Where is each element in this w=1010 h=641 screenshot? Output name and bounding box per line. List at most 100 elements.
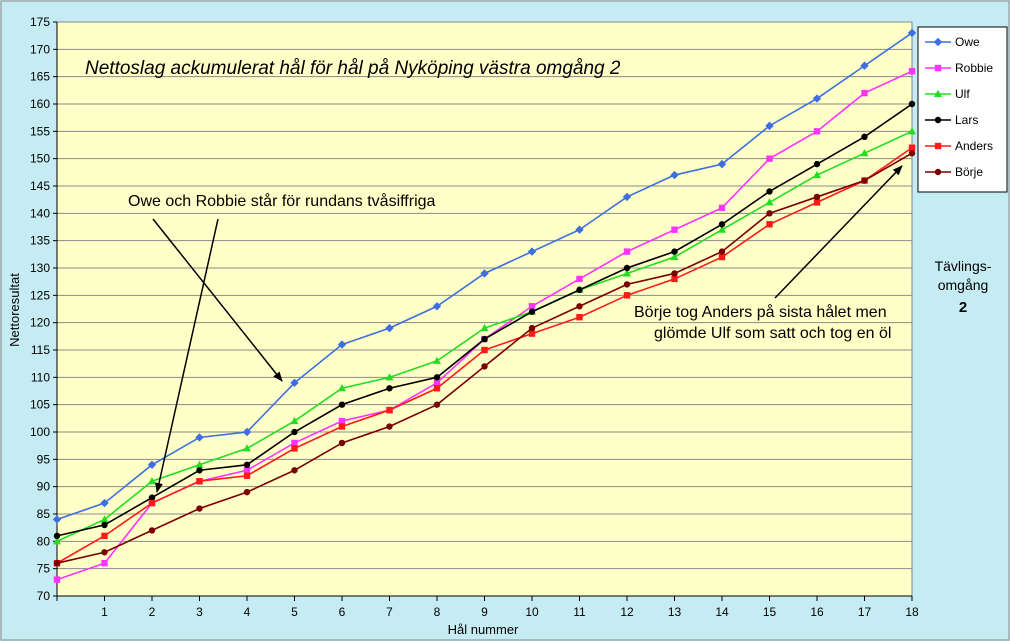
data-point-robbie	[671, 226, 678, 233]
data-point-robbie	[766, 155, 773, 162]
data-point-owe	[812, 94, 822, 103]
side-label-line1: Tävlings-	[935, 258, 992, 274]
y-tick-label: 105	[30, 398, 50, 412]
y-tick-label: 155	[30, 124, 50, 138]
y-tick-label: 135	[30, 234, 50, 248]
y-tick-label: 175	[30, 15, 50, 29]
data-point-b-rje	[718, 248, 726, 255]
x-tick-label: 4	[244, 605, 251, 619]
legend-box	[917, 26, 1008, 193]
annotation-text-borje-2: glömde Ulf som satt och tog en öl	[654, 325, 891, 342]
data-point-robbie	[101, 560, 108, 567]
data-point-anders	[386, 406, 393, 414]
data-point-ulf	[670, 252, 679, 261]
y-tick-label: 100	[30, 425, 50, 439]
data-point-anders	[481, 346, 488, 354]
data-point-robbie	[53, 576, 61, 583]
y-tick-label: 75	[37, 562, 51, 576]
data-point-robbie	[528, 303, 536, 310]
data-point-owe	[527, 247, 537, 256]
x-tick-label: 18	[905, 605, 919, 619]
data-point-anders	[766, 221, 773, 228]
data-point-anders	[148, 499, 156, 507]
legend-item-lars: Lars	[925, 113, 978, 127]
data-point-ulf	[148, 477, 156, 485]
legend-label: Lars	[955, 113, 978, 127]
legend-item-ulf: Ulf	[925, 87, 970, 101]
y-tick-label: 160	[30, 97, 50, 111]
data-point-anders	[196, 478, 203, 485]
data-point-owe	[147, 460, 157, 469]
legend-label: Robbie	[955, 61, 993, 75]
data-point-lars	[386, 385, 393, 392]
data-point-anders	[433, 385, 441, 392]
series-ulf	[53, 127, 916, 545]
data-point-lars	[576, 286, 583, 294]
x-tick-label: 11	[573, 605, 586, 619]
data-point-b-rje	[908, 150, 916, 157]
data-point-ulf	[433, 356, 441, 364]
y-tick-label: 80	[37, 534, 51, 548]
data-point-b-rje	[528, 324, 536, 332]
data-point-anders	[813, 199, 821, 206]
data-point-ulf	[195, 460, 204, 468]
x-tick-label: 6	[339, 605, 346, 619]
legend-item-robbie: Robbie	[925, 61, 993, 75]
x-tick-label: 5	[291, 605, 298, 619]
x-axis-title: Hål nummer	[448, 622, 519, 637]
data-point-ulf	[813, 170, 821, 179]
y-tick-label: 140	[30, 206, 50, 220]
y-tick-label: 130	[30, 261, 50, 275]
side-label-value: 2	[959, 299, 967, 316]
y-tick-label: 95	[37, 452, 51, 466]
data-point-lars	[718, 221, 726, 228]
x-tick-label: 9	[481, 605, 488, 619]
data-point-robbie	[576, 275, 583, 283]
data-point-b-rje	[813, 193, 821, 201]
data-point-owe	[100, 498, 109, 508]
data-point-lars	[101, 521, 108, 529]
data-point-owe	[52, 515, 62, 524]
data-point-ulf	[385, 373, 394, 381]
data-point-ulf	[100, 515, 109, 523]
data-point-anders	[623, 292, 631, 299]
data-point-lars	[623, 264, 631, 272]
annotation-text-borje-1: Börje tog Anders på sista hålet men	[634, 303, 887, 321]
data-point-ulf	[718, 225, 726, 233]
data-point-lars	[338, 401, 346, 408]
series-owe	[52, 28, 917, 524]
data-point-owe	[717, 159, 727, 169]
data-point-ulf	[290, 416, 299, 425]
x-tick-label: 14	[715, 605, 729, 619]
legend-item-anders: Anders	[925, 139, 993, 153]
data-point-lars	[148, 494, 156, 501]
data-point-owe	[480, 269, 489, 278]
legend-label: Ulf	[955, 87, 970, 101]
data-point-anders	[671, 275, 678, 283]
data-point-robbie	[861, 89, 868, 97]
legend-label: Börje	[955, 165, 983, 179]
data-point-owe	[575, 225, 584, 234]
data-point-robbie	[243, 467, 251, 474]
series-lars	[53, 100, 916, 540]
y-tick-label: 70	[37, 589, 51, 603]
data-point-b-rje	[338, 439, 346, 447]
data-point-robbie	[433, 379, 441, 386]
data-point-b-rje	[291, 467, 298, 474]
data-point-owe	[670, 170, 679, 180]
data-point-lars	[528, 308, 536, 315]
series-b-rje	[53, 150, 916, 567]
legend-item-owe: Owe	[925, 35, 980, 49]
data-point-b-rje	[196, 505, 203, 512]
data-point-owe	[195, 433, 204, 442]
legend-swatch-marker	[933, 37, 943, 47]
data-point-b-rje	[101, 549, 108, 556]
data-point-lars	[861, 133, 868, 140]
y-tick-label: 120	[30, 316, 50, 330]
y-tick-label: 170	[30, 42, 50, 56]
legend-swatch-marker	[934, 142, 942, 150]
data-point-anders	[718, 253, 726, 261]
y-tick-label: 110	[31, 370, 50, 384]
